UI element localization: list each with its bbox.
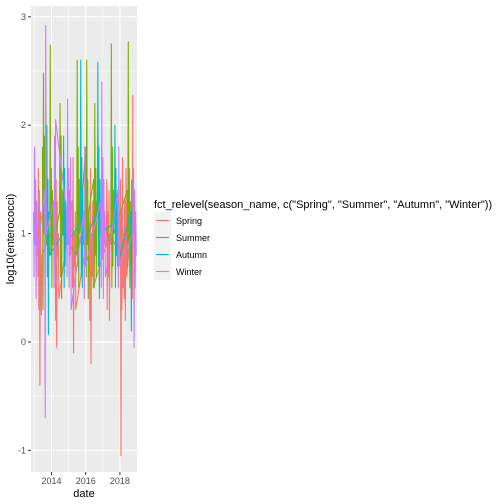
- y-tick-label: 0: [21, 337, 26, 347]
- legend: fct_relevel(season_name, c("Spring", "Su…: [154, 199, 492, 280]
- legend-label-spring: Spring: [176, 216, 202, 226]
- y-tick-label: 1: [21, 229, 26, 239]
- x-tick-label: 2014: [42, 476, 62, 486]
- x-axis-title: date: [73, 488, 94, 500]
- y-tick-label: 2: [21, 120, 26, 130]
- x-tick-label: 2018: [110, 476, 130, 486]
- y-axis-title: log10(enterococci): [5, 194, 17, 285]
- legend-title: fct_relevel(season_name, c("Spring", "Su…: [154, 199, 492, 211]
- legend-label-autumn: Autumn: [176, 250, 207, 260]
- legend-label-winter: Winter: [176, 267, 202, 277]
- x-tick-label: 2016: [76, 476, 96, 486]
- y-tick-label: 3: [21, 12, 26, 22]
- legend-label-summer: Summer: [176, 233, 210, 243]
- legend-keys: Spring Summer Autumn Winter: [154, 212, 210, 280]
- series-line-autumn: [45, 59, 133, 335]
- y-tick-label: -1: [18, 445, 26, 455]
- series-line-winter: [33, 24, 137, 419]
- y-axis: -1 0 1 2 3: [18, 12, 31, 455]
- series-layer: [33, 24, 137, 457]
- x-axis: 2014 2016 2018: [42, 472, 130, 486]
